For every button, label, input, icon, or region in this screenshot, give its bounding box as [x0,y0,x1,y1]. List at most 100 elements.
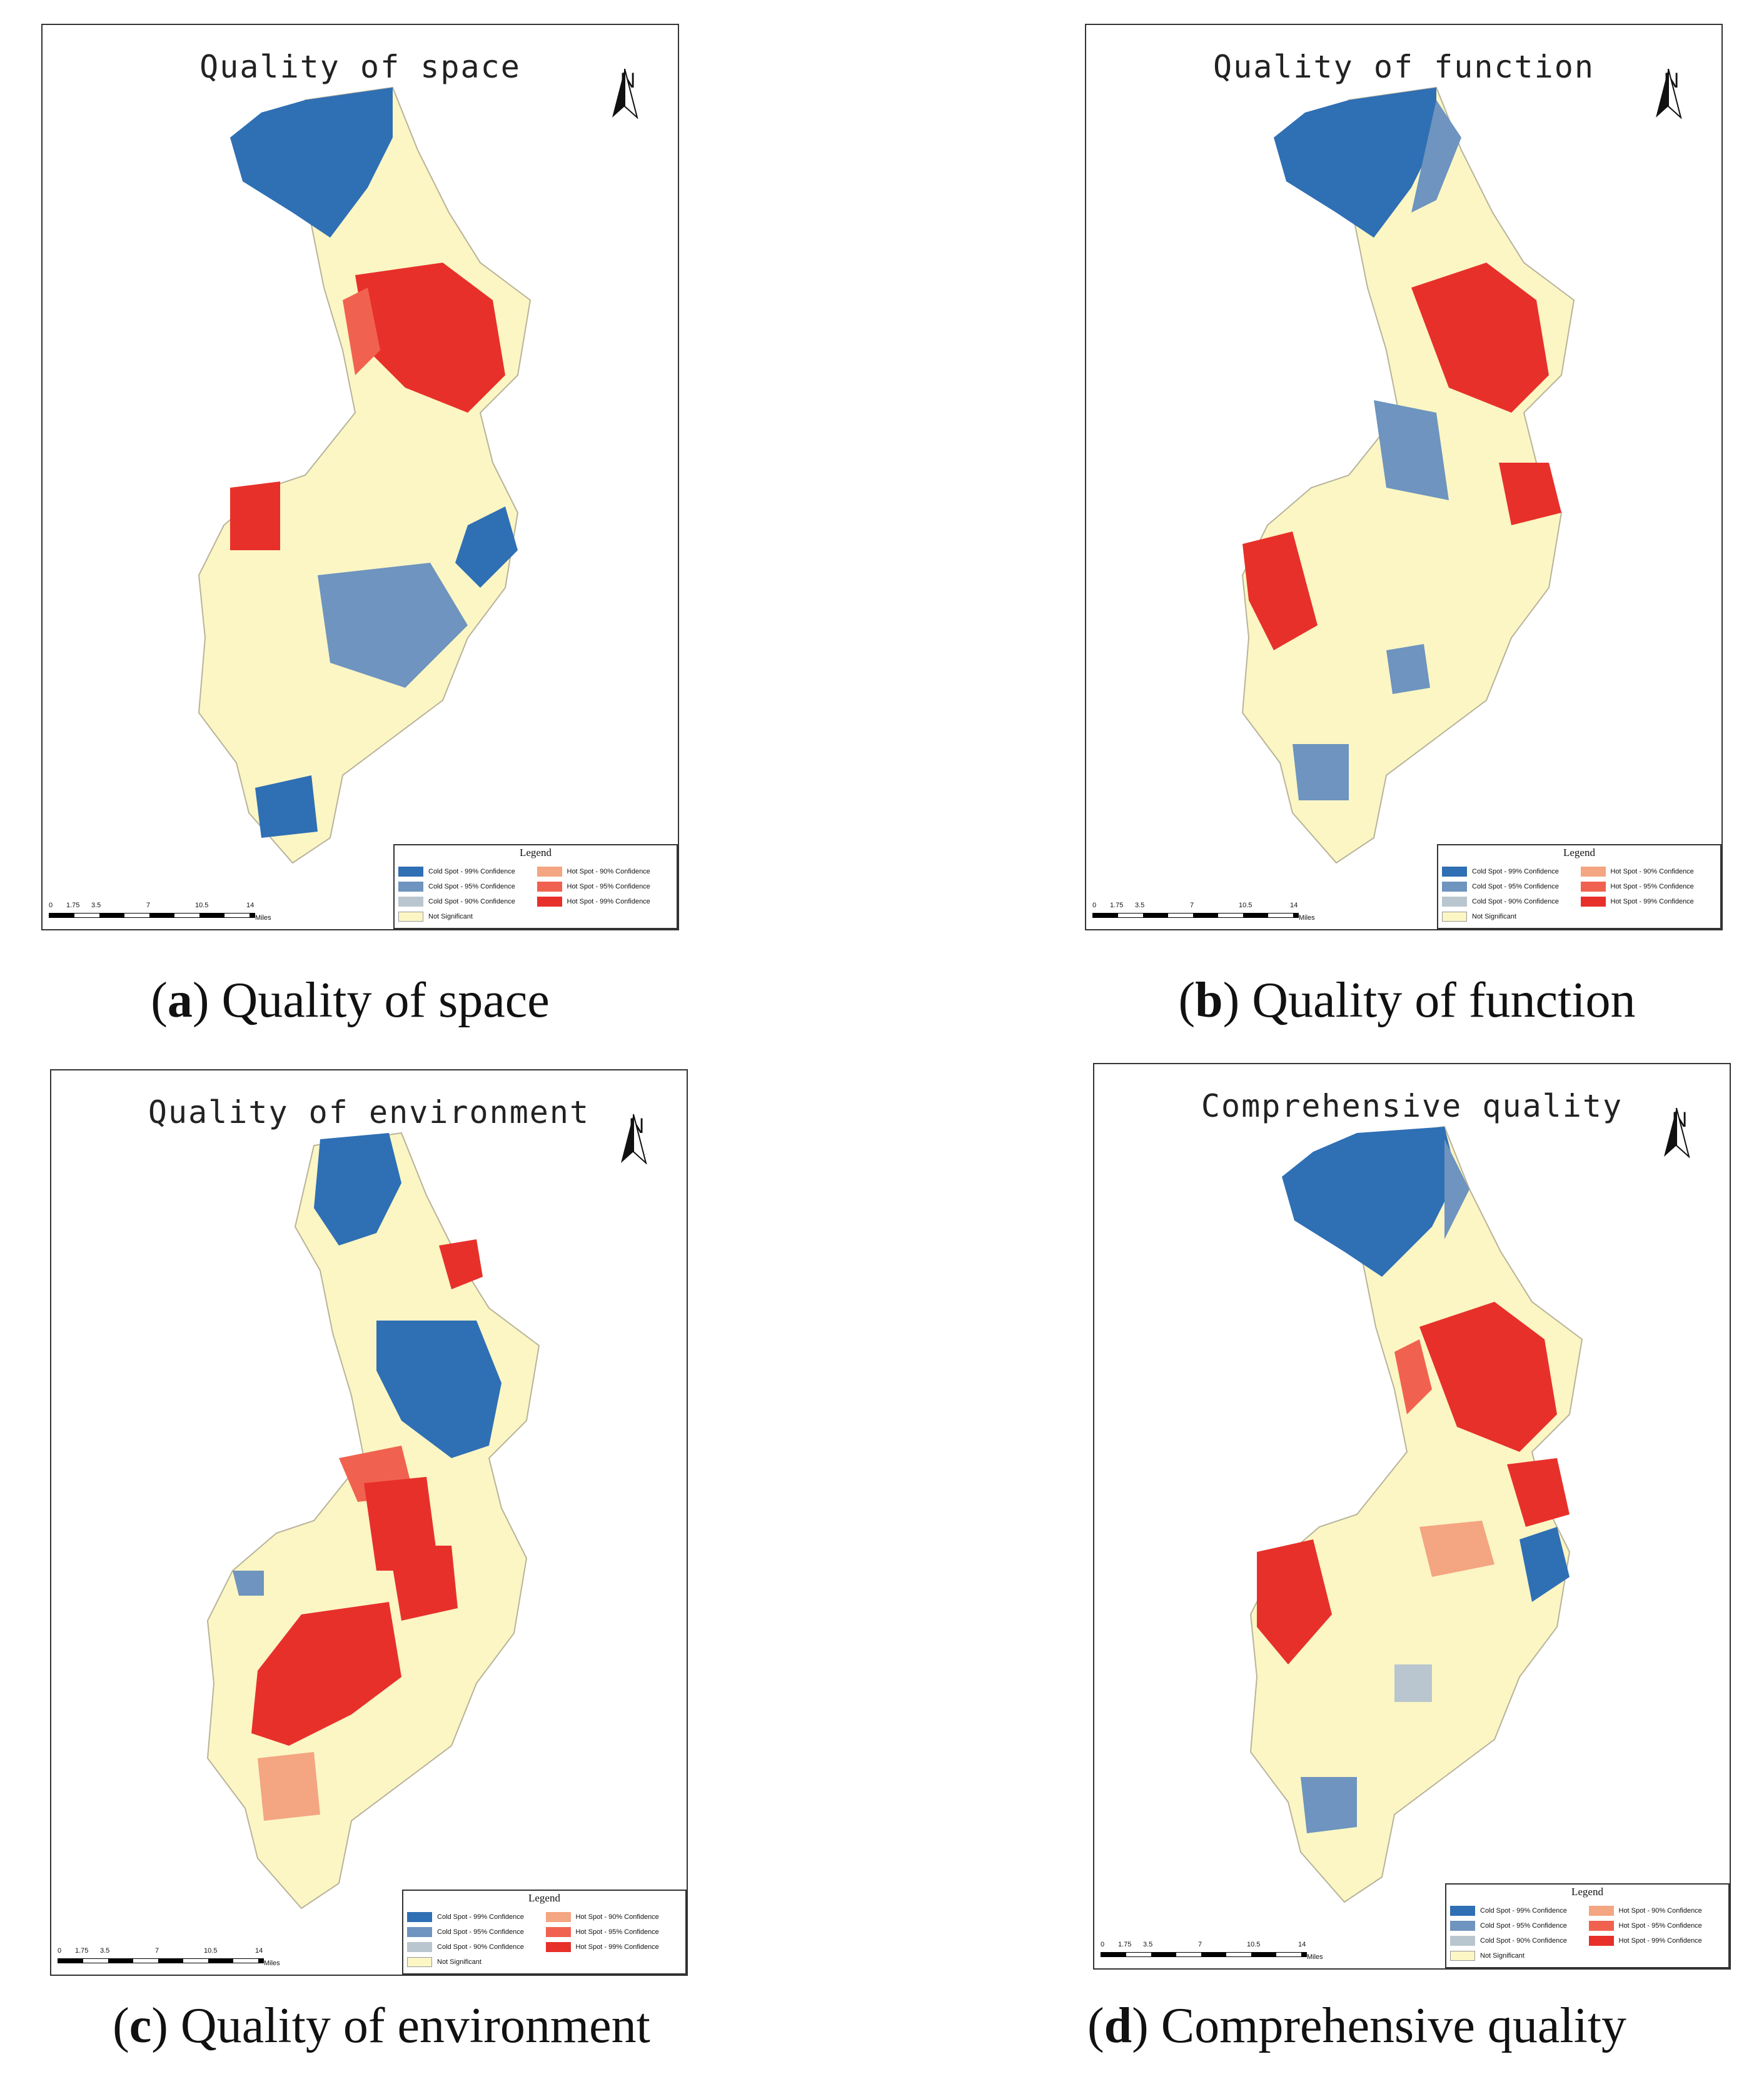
legend-item: Cold Spot - 95% Confidence [1442,882,1581,892]
legend-item: Cold Spot - 95% Confidence [407,1927,546,1937]
legend-label: Cold Spot - 95% Confidence [1480,1922,1567,1930]
legend-item: Cold Spot - 90% Confidence [398,897,537,907]
legend-swatch [1588,1921,1614,1931]
legend-item: Hot Spot - 99% Confidence [1580,897,1720,907]
zone-hot90 [258,1752,320,1821]
scale-bar: 0 1.75 3.5 7 10.5 14 Miles [49,902,274,927]
legend-swatch [398,897,423,907]
legend: Legend Cold Spot - 99% Confidence Hot Sp… [393,844,678,929]
region-outline [198,86,532,864]
legend-swatch [407,1957,432,1967]
legend-item: Not Significant [407,1957,546,1967]
zone-hot99 [1499,463,1561,525]
zone-cold99 [376,1321,501,1458]
caption-letter: c [129,1998,152,2053]
caption-a: (a) Quality of space [151,973,550,1028]
caption-letter: b [1195,973,1223,1028]
scale-unit: Miles [255,914,271,922]
scale-unit: Miles [1307,1953,1323,1961]
legend-item: Cold Spot - 95% Confidence [1450,1921,1589,1931]
scale-tick: 10.5 [1247,1941,1261,1948]
scale-bar-graphic [1101,1952,1307,1957]
legend-swatch [1580,897,1606,907]
legend-item: Hot Spot - 90% Confidence [537,867,676,877]
scale-tick: 10.5 [204,1947,218,1955]
zone-hot99 [389,1546,458,1621]
scale-tick: 1.75 [66,902,80,909]
zone-hot99 [439,1239,483,1289]
zone-cold99 [1520,1527,1570,1602]
scale-tick: 14 [1298,1941,1306,1948]
scale-tick: 1.75 [1110,902,1124,909]
legend-item: Not Significant [1442,912,1581,922]
map-title: Comprehensive quality [1201,1088,1623,1124]
scale-tick: 10.5 [1239,902,1252,909]
legend-item: Hot Spot - 90% Confidence [1588,1906,1728,1916]
caption-letter: a [167,973,193,1028]
zone-cold95 [318,563,468,688]
scale-tick: 7 [1190,902,1194,909]
scale-bar: 0 1.75 3.5 7 10.5 14 Miles [1101,1941,1326,1966]
zone-cold95 [1301,1777,1357,1833]
scale-bar-graphic [49,913,255,918]
scale-tick: 14 [1290,902,1298,909]
map-panel-b: Quality of function N 0 1.75 3.5 7 10.5 … [1085,24,1723,930]
scale-tick: 7 [155,1947,159,1955]
scale-unit: Miles [264,1960,280,1967]
zone-cold99 [1282,1127,1457,1277]
zone-cold99 [255,775,318,838]
scale-tick: 1.75 [75,1947,89,1955]
map-title: Quality of space [199,49,521,85]
legend-item: Cold Spot - 99% Confidence [398,867,537,877]
legend-label: Hot Spot - 90% Confidence [575,1913,659,1921]
legend-item: Hot Spot - 90% Confidence [1580,867,1720,877]
legend-label: Cold Spot - 99% Confidence [437,1913,524,1921]
caption-text: Quality of function [1252,973,1636,1028]
legend-swatch [407,1912,432,1922]
north-arrow: N [615,1114,658,1164]
map-panel-d: Comprehensive quality N 0 1.75 3.5 7 10.… [1093,1063,1731,1970]
legend-title: Legend [528,1892,560,1904]
zone-hot99 [251,1602,401,1746]
legend-item: Cold Spot - 90% Confidence [1442,897,1581,907]
legend-swatch [1442,912,1467,922]
legend-title: Legend [1563,847,1595,858]
legend-swatch [398,912,423,922]
scale-tick: 3.5 [91,902,101,909]
legend-item: Hot Spot - 95% Confidence [1580,882,1720,892]
scale-unit: Miles [1299,914,1315,922]
caption-text: Comprehensive quality [1161,1998,1627,2053]
legend-label: Cold Spot - 95% Confidence [1472,883,1559,890]
scale-tick: 3.5 [1135,902,1145,909]
map-title: Quality of environment [148,1094,590,1130]
legend-item: Cold Spot - 95% Confidence [398,882,537,892]
legend-label: Hot Spot - 99% Confidence [575,1943,659,1951]
scale-tick: 10.5 [195,902,209,909]
scale-tick: 14 [246,902,255,909]
legend-label: Hot Spot - 99% Confidence [1618,1937,1702,1945]
legend-swatch [1442,867,1467,877]
legend-swatch [1450,1921,1475,1931]
legend-label: Hot Spot - 99% Confidence [1610,898,1694,905]
north-arrow: N [1650,69,1693,119]
legend: Legend Cold Spot - 99% Confidence Hot Sp… [1445,1883,1730,1968]
scale-tick: 3.5 [100,1947,110,1955]
legend-swatch [1588,1936,1614,1946]
legend-item: Not Significant [398,912,537,922]
legend-swatch [407,1927,432,1937]
scale-tick: 7 [1198,1941,1202,1948]
legend: Legend Cold Spot - 99% Confidence Hot Sp… [1437,844,1721,929]
map-d-svg [1249,1125,1583,1903]
zone-cold95 [1374,400,1449,500]
map-title: Quality of function [1213,49,1595,85]
legend-item: Hot Spot - 95% Confidence [537,882,676,892]
legend-label: Cold Spot - 95% Confidence [437,1928,524,1936]
scale-tick: 7 [146,902,151,909]
legend-swatch [398,882,423,892]
legend-swatch [1580,882,1606,892]
legend-label: Hot Spot - 95% Confidence [575,1928,659,1936]
zone-cold99 [314,1133,401,1246]
zone-hot99 [230,481,280,550]
legend-swatch [545,1912,571,1922]
zone-hot95 [1394,1339,1432,1414]
